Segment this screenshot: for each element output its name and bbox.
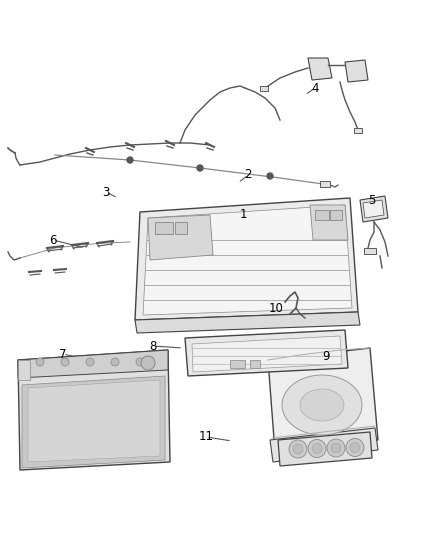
Polygon shape: [308, 58, 332, 80]
Circle shape: [127, 157, 133, 163]
Circle shape: [312, 443, 322, 454]
Circle shape: [327, 439, 345, 457]
Circle shape: [111, 358, 119, 366]
Circle shape: [36, 358, 44, 366]
Circle shape: [136, 358, 144, 366]
Circle shape: [86, 358, 94, 366]
Polygon shape: [18, 350, 170, 470]
Bar: [364, 248, 376, 254]
Text: 10: 10: [268, 302, 283, 314]
Bar: [155, 222, 173, 234]
Polygon shape: [268, 348, 378, 452]
Polygon shape: [363, 200, 384, 218]
Bar: [320, 181, 330, 187]
Text: 9: 9: [322, 350, 330, 362]
Circle shape: [293, 444, 303, 454]
Polygon shape: [192, 336, 342, 372]
Polygon shape: [345, 60, 368, 82]
Text: 4: 4: [311, 82, 319, 94]
Polygon shape: [278, 432, 372, 466]
Bar: [230, 360, 245, 368]
Circle shape: [141, 356, 155, 370]
Text: 1: 1: [239, 208, 247, 222]
Polygon shape: [135, 312, 360, 333]
Text: 5: 5: [368, 193, 376, 206]
Polygon shape: [270, 428, 378, 462]
Circle shape: [346, 439, 364, 456]
Polygon shape: [300, 389, 344, 421]
Circle shape: [331, 443, 341, 453]
Bar: [260, 86, 268, 91]
Bar: [330, 210, 342, 220]
Polygon shape: [148, 215, 213, 260]
Circle shape: [197, 165, 203, 171]
Circle shape: [289, 440, 307, 458]
Text: 3: 3: [102, 185, 110, 198]
Bar: [315, 210, 329, 220]
Polygon shape: [282, 375, 362, 435]
Polygon shape: [143, 205, 352, 315]
Bar: [250, 360, 260, 368]
Circle shape: [267, 173, 273, 179]
Text: 11: 11: [198, 431, 213, 443]
Polygon shape: [135, 198, 358, 320]
Bar: [175, 222, 187, 234]
Polygon shape: [28, 380, 160, 462]
Polygon shape: [22, 376, 165, 468]
Polygon shape: [310, 205, 348, 240]
Polygon shape: [185, 330, 348, 376]
Text: 7: 7: [59, 348, 67, 360]
Circle shape: [61, 358, 69, 366]
Text: 6: 6: [49, 233, 57, 246]
Text: 8: 8: [149, 340, 157, 352]
Polygon shape: [18, 350, 168, 378]
Bar: [354, 128, 362, 133]
Polygon shape: [360, 196, 388, 222]
Circle shape: [308, 440, 326, 457]
Polygon shape: [18, 360, 30, 380]
Text: 2: 2: [244, 168, 252, 182]
Circle shape: [350, 442, 360, 453]
